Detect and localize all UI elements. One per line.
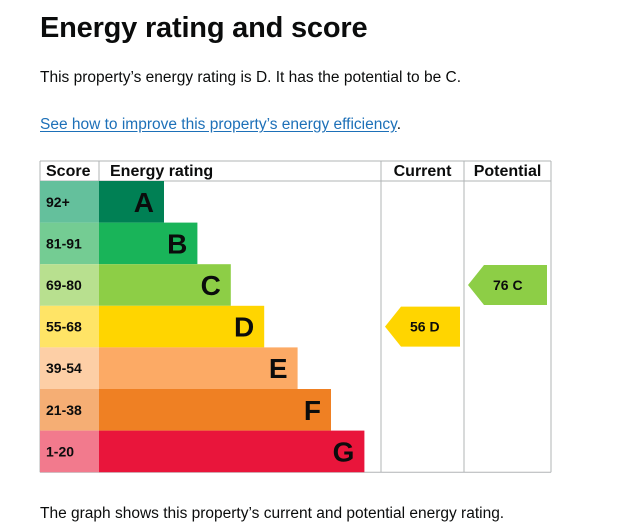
score-range-c: 69-80 bbox=[46, 277, 82, 293]
score-range-d: 55-68 bbox=[46, 319, 82, 335]
page-title: Energy rating and score bbox=[40, 12, 368, 44]
current-rating-arrow bbox=[385, 306, 460, 347]
improve-link-line: See how to improve this property’s energ… bbox=[40, 114, 401, 136]
score-cell-e bbox=[40, 347, 99, 389]
potential-rating-arrow bbox=[468, 265, 547, 305]
current-rating-label: 56 D bbox=[410, 319, 440, 335]
score-range-g: 1-20 bbox=[46, 443, 74, 459]
band-letter-c: C bbox=[201, 270, 221, 301]
rating-summary: This property’s energy rating is D. It h… bbox=[40, 69, 462, 86]
score-cell-d bbox=[40, 305, 99, 348]
score-cell-b bbox=[40, 222, 99, 265]
band-letter-b: B bbox=[167, 228, 187, 259]
band-bar-f bbox=[99, 389, 331, 431]
header-potential: Potential bbox=[474, 163, 542, 180]
chart-caption: The graph shows this property’s current … bbox=[40, 505, 505, 522]
score-cell-g bbox=[40, 430, 99, 473]
band-bar-g bbox=[99, 430, 365, 473]
potential-rating-label: 76 C bbox=[493, 277, 523, 293]
link-suffix: . bbox=[396, 116, 401, 133]
header-energy-rating: Energy rating bbox=[110, 163, 213, 180]
band-letter-g: G bbox=[333, 436, 355, 467]
score-cell-c bbox=[40, 264, 99, 306]
score-cell-a bbox=[40, 181, 99, 223]
score-range-f: 21-38 bbox=[46, 402, 82, 418]
header-current: Current bbox=[394, 163, 452, 180]
band-bar-e bbox=[99, 347, 298, 389]
band-bar-b bbox=[99, 222, 198, 265]
band-bar-c bbox=[99, 264, 231, 306]
score-cell-f bbox=[40, 389, 99, 431]
score-range-e: 39-54 bbox=[46, 360, 82, 376]
band-letter-f: F bbox=[304, 395, 321, 426]
improve-efficiency-link[interactable]: See how to improve this property’s energ… bbox=[40, 116, 397, 133]
band-bar-a bbox=[99, 181, 164, 223]
band-letter-a: A bbox=[134, 187, 154, 218]
score-range-a: 92+ bbox=[46, 194, 70, 210]
band-bar-d bbox=[99, 305, 265, 348]
band-letter-e: E bbox=[269, 353, 288, 384]
score-range-b: 81-91 bbox=[46, 235, 82, 251]
header-score: Score bbox=[46, 163, 91, 180]
band-letter-d: D bbox=[234, 312, 254, 343]
